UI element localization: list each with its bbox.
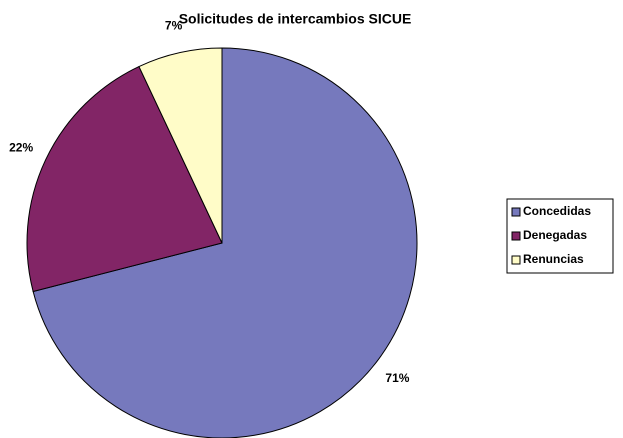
legend-label: Renuncias (523, 252, 584, 266)
chart-title: Solicitudes de intercambios SICUE (179, 11, 412, 27)
data-label: 71% (385, 371, 409, 385)
legend-box (506, 198, 614, 274)
legend-label: Denegadas (523, 228, 587, 242)
data-label: 22% (9, 141, 33, 155)
legend-swatch (511, 231, 521, 241)
pie-slice (138, 47, 223, 244)
pie-slice (32, 47, 418, 438)
data-label: 7% (165, 19, 183, 33)
legend-swatch (511, 255, 521, 265)
legend-label: Concedidas (523, 204, 591, 218)
pie-slice (26, 65, 223, 293)
legend-swatch (511, 207, 521, 217)
